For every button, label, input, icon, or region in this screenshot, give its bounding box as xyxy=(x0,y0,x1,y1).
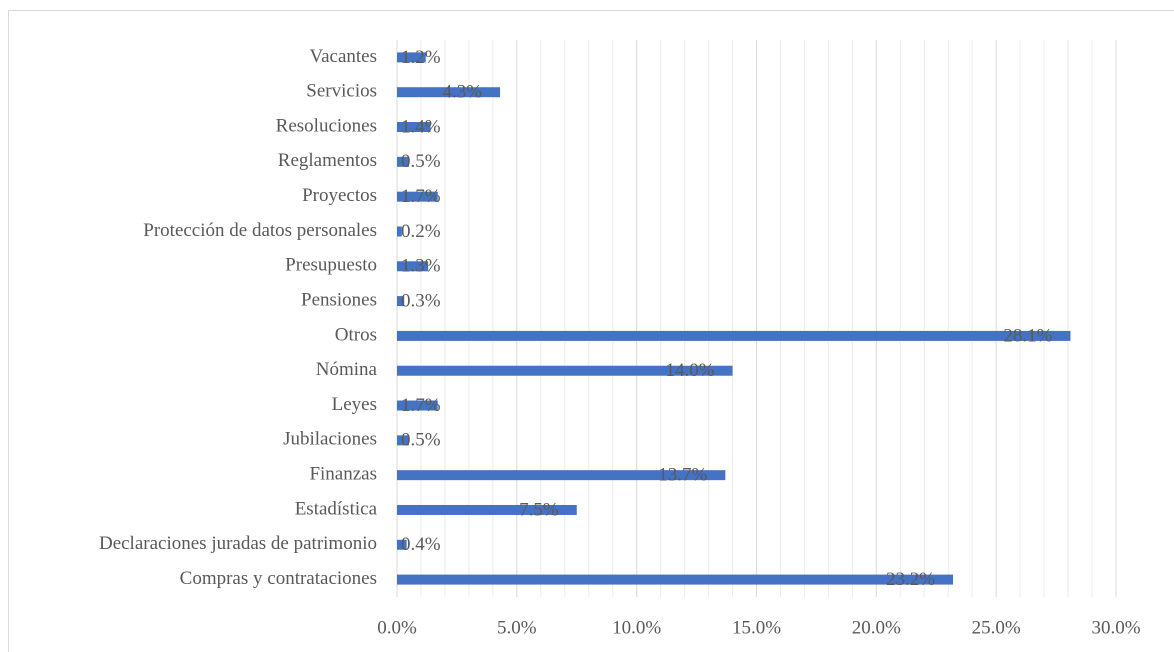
bar xyxy=(397,122,431,133)
bar xyxy=(397,330,1071,341)
bar xyxy=(397,191,438,202)
bar xyxy=(397,574,954,585)
y-tick-label: Jubilaciones xyxy=(283,429,377,450)
y-tick-label: Otros xyxy=(335,324,377,345)
chart-border xyxy=(8,10,1174,652)
y-tick-label: Servicios xyxy=(306,81,377,102)
data-label: 13.7% xyxy=(658,465,707,486)
data-label: 7.5% xyxy=(519,499,559,520)
bar xyxy=(397,156,409,167)
x-tick-label: 0.0% xyxy=(377,617,417,638)
x-tick-label: 30.0% xyxy=(1091,617,1140,638)
bar xyxy=(397,539,407,550)
y-tick-label: Leyes xyxy=(332,394,377,415)
y-tick-label: Pensiones xyxy=(301,289,377,310)
data-label: 1.7% xyxy=(401,395,441,416)
data-label: 1.4% xyxy=(401,116,441,137)
bar xyxy=(397,400,438,411)
y-tick-label: Reglamentos xyxy=(278,150,377,171)
data-label: 28.1% xyxy=(1003,325,1052,346)
y-tick-label: Finanzas xyxy=(309,464,377,485)
bar xyxy=(397,296,405,307)
data-label: 1.7% xyxy=(401,186,441,207)
bar xyxy=(397,226,402,237)
data-label: 0.3% xyxy=(401,290,441,311)
data-label: 1.3% xyxy=(401,256,441,277)
y-tick-label: Nómina xyxy=(316,359,378,380)
y-tick-label: Resoluciones xyxy=(276,115,377,136)
x-tick-label: 25.0% xyxy=(972,617,1021,638)
bar xyxy=(397,504,577,515)
data-label: 4.3% xyxy=(442,82,482,103)
y-tick-label: Declaraciones juradas de patrimonio xyxy=(99,533,377,554)
y-tick-label: Presupuesto xyxy=(285,255,377,276)
x-tick-label: 15.0% xyxy=(732,617,781,638)
data-label: 0.2% xyxy=(401,221,441,242)
x-tick-label: 10.0% xyxy=(612,617,661,638)
data-label: 1.2% xyxy=(401,47,441,68)
x-tick-label: 20.0% xyxy=(852,617,901,638)
bar xyxy=(397,87,501,98)
x-tick-label: 5.0% xyxy=(497,617,537,638)
bar xyxy=(397,470,726,481)
bar xyxy=(397,365,733,376)
y-tick-label: Compras y contrataciones xyxy=(180,568,377,589)
bar xyxy=(397,52,426,63)
data-label: 0.5% xyxy=(401,151,441,172)
y-tick-label: Protección de datos personales xyxy=(143,220,377,241)
y-tick-label: Vacantes xyxy=(309,46,377,67)
data-label: 0.5% xyxy=(401,430,441,451)
data-label: 0.4% xyxy=(401,534,441,555)
bar xyxy=(397,435,409,446)
y-tick-label: Estadística xyxy=(295,498,378,519)
bar xyxy=(397,261,429,272)
data-label: 23.2% xyxy=(886,569,935,590)
data-label: 14.0% xyxy=(665,360,714,381)
y-tick-label: Proyectos xyxy=(302,185,377,206)
